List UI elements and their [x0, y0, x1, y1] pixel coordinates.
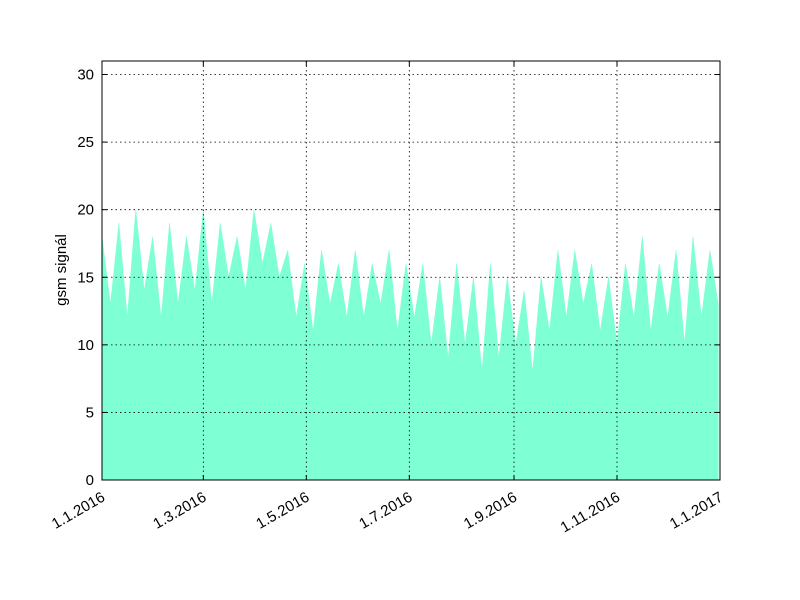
y-axis-label: gsm signál — [53, 234, 70, 306]
x-tick-label: 1.1.2017 — [667, 489, 726, 533]
x-tick-label: 1.5.2016 — [253, 489, 312, 533]
y-tick-label: 10 — [77, 337, 94, 354]
y-tick-label: 15 — [77, 269, 94, 286]
x-tick-label: 1.11.2016 — [558, 489, 623, 537]
y-tick-label: 5 — [86, 404, 94, 421]
y-tick-label: 25 — [77, 134, 94, 151]
x-tick-label: 1.1.2016 — [49, 489, 108, 533]
y-tick-label: 20 — [77, 202, 94, 219]
y-tick-label: 30 — [77, 67, 94, 84]
area — [101, 209, 719, 481]
y-tick-label: 0 — [86, 472, 94, 489]
x-tick-label: 1.9.2016 — [461, 489, 520, 533]
x-tick-label: 1.3.2016 — [150, 489, 209, 533]
x-tick-label: 1.7.2016 — [356, 489, 415, 533]
plot-frame — [101, 60, 721, 481]
